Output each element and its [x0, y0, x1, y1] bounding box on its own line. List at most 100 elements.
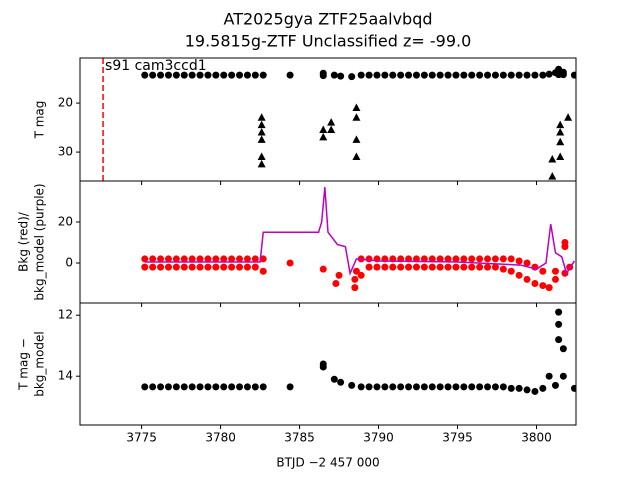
data-point	[180, 263, 188, 271]
data-point	[141, 71, 149, 79]
data-point	[515, 257, 523, 265]
upper-limit-marker	[352, 113, 361, 121]
data-point	[539, 267, 547, 275]
data-point	[397, 263, 405, 271]
data-point	[545, 284, 553, 292]
data-point	[468, 263, 476, 271]
data-point	[149, 255, 157, 263]
data-point	[515, 384, 523, 392]
data-point	[286, 259, 294, 267]
data-point	[428, 383, 436, 391]
data-point	[141, 383, 149, 391]
data-point	[531, 71, 539, 79]
data-point	[389, 263, 397, 271]
data-point	[412, 263, 420, 271]
upper-limit-marker	[352, 103, 361, 111]
data-point	[545, 372, 553, 380]
data-point	[428, 71, 436, 79]
data-point	[428, 255, 436, 263]
data-point	[212, 71, 220, 79]
data-point	[180, 383, 188, 391]
data-point	[172, 263, 180, 271]
data-point	[259, 267, 267, 275]
data-point	[507, 267, 515, 275]
data-point	[551, 275, 559, 283]
y-tick-label: 20	[58, 96, 73, 110]
data-point	[180, 71, 188, 79]
data-point	[251, 383, 259, 391]
data-point	[559, 71, 567, 79]
data-point	[452, 71, 460, 79]
data-point	[381, 263, 389, 271]
data-point	[236, 263, 244, 271]
data-point	[236, 255, 244, 263]
data-point	[523, 71, 531, 79]
annotation: s91 cam3ccd1	[105, 58, 207, 74]
y-tick-label: 0	[65, 256, 73, 270]
upper-limit-marker	[327, 118, 336, 126]
data-point	[452, 263, 460, 271]
data-point	[570, 71, 576, 79]
data-point	[468, 71, 476, 79]
plot-area	[141, 308, 576, 395]
data-point	[523, 386, 531, 394]
data-point	[172, 255, 180, 263]
data-point	[405, 263, 413, 271]
data-point	[539, 282, 547, 290]
upper-limit-marker	[548, 154, 557, 163]
upper-limit-marker	[556, 137, 565, 146]
data-point	[236, 71, 244, 79]
data-point	[365, 255, 373, 263]
data-point	[188, 255, 196, 263]
data-point	[420, 383, 428, 391]
chart-title: 19.5815g-ZTF Unclassified z= -99.0	[185, 32, 472, 51]
data-point	[220, 255, 228, 263]
axes-frame	[79, 302, 577, 426]
y-axis-label: bkg_model (purple)	[33, 183, 47, 300]
data-point	[444, 255, 452, 263]
data-point	[330, 71, 338, 79]
data-point	[251, 263, 259, 271]
data-point	[204, 255, 212, 263]
y-tick-label: 30	[58, 145, 73, 159]
data-point	[460, 71, 468, 79]
data-point	[389, 383, 397, 391]
data-point	[539, 71, 547, 79]
y-axis-label: T mag −	[17, 338, 31, 391]
upper-limit-marker	[556, 127, 565, 136]
data-point	[251, 71, 259, 79]
upper-limit-marker	[257, 113, 266, 121]
x-tick-label: 3775	[126, 431, 157, 445]
data-point	[228, 263, 236, 271]
y-axis-label: bkg_model	[33, 331, 47, 397]
data-point	[351, 275, 359, 283]
data-point	[428, 263, 436, 271]
data-point	[357, 71, 365, 79]
data-point	[319, 265, 327, 273]
data-point	[251, 255, 259, 263]
data-point	[188, 383, 196, 391]
data-point	[420, 71, 428, 79]
data-point	[188, 71, 196, 79]
data-point	[499, 383, 507, 391]
x-axis-label: BTJD −2 457 000	[276, 456, 379, 470]
data-point	[397, 383, 405, 391]
upper-limit-marker	[257, 127, 266, 136]
data-point	[499, 265, 507, 273]
data-point	[460, 383, 468, 391]
data-point	[164, 255, 172, 263]
data-point	[389, 71, 397, 79]
data-point	[515, 271, 523, 279]
data-point	[405, 383, 413, 391]
data-point	[365, 263, 373, 271]
data-point	[259, 71, 267, 79]
data-point	[539, 384, 547, 392]
x-tick-label: 3800	[521, 431, 552, 445]
upper-limit-marker	[327, 125, 336, 134]
data-point	[515, 71, 523, 79]
upper-limit-marker	[352, 152, 361, 160]
data-point	[531, 387, 539, 395]
data-point	[531, 263, 539, 271]
y-axis-label: Bkg (red)/	[17, 211, 31, 272]
